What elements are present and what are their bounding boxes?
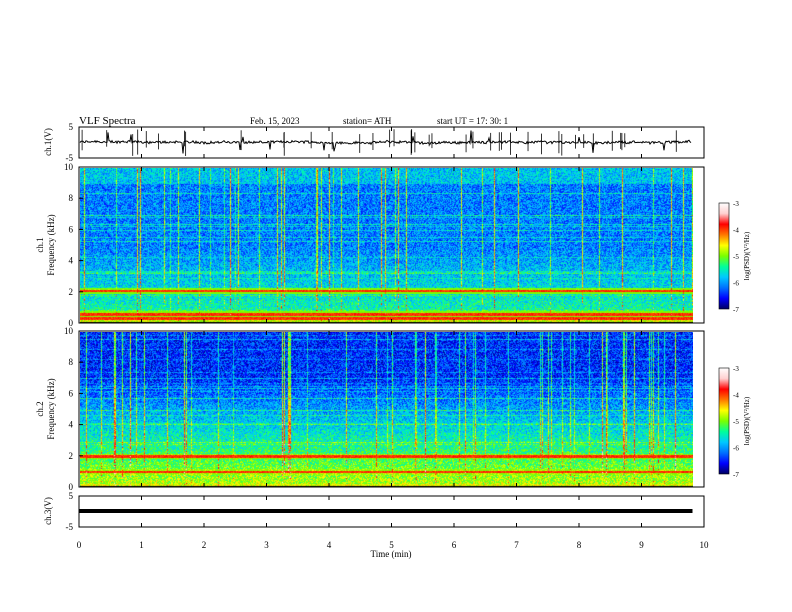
- y-tick-label: 4: [69, 256, 74, 266]
- y-tick-label: 8: [69, 193, 74, 203]
- ch3-waveform-panel: 5 -5 ch.3(V): [43, 491, 705, 532]
- y-tick-label: 6: [69, 388, 74, 398]
- y-tick-label: 6: [69, 224, 74, 234]
- colorbar-tick-label: -5: [733, 253, 739, 261]
- ch1-spectrogram-heatmap: [79, 167, 693, 323]
- ch2-channel-label: ch.2Frequency (kHz): [35, 378, 56, 439]
- colorbar-tick-label: -7: [733, 471, 739, 479]
- x-tick-label: 3: [264, 540, 269, 550]
- x-tick-label: 1: [139, 540, 144, 550]
- y-tick-label: 2: [69, 287, 74, 297]
- y-tick-label: 10: [64, 162, 74, 172]
- y-tick-label: 0: [69, 482, 74, 492]
- station-label: station= ATH: [343, 116, 392, 126]
- x-tick-label: 4: [327, 540, 332, 550]
- ch3-ytick-bottom: -5: [66, 522, 74, 532]
- y-tick-label: 4: [69, 420, 74, 430]
- colorbar-label: log(PSD)(V²/Hz): [743, 231, 751, 280]
- colorbar-tick-label: -4: [733, 392, 739, 400]
- x-tick-label: 9: [639, 540, 644, 550]
- ch2-colorbar: -3 -4 -5 -6 -7 log(PSD)(V²/Hz): [718, 365, 751, 479]
- ch3-ytick-top: 5: [69, 491, 74, 501]
- colorbar-tick-label: -3: [733, 200, 739, 208]
- x-tick-label: 7: [514, 540, 519, 550]
- colorbar-tick-label: -6: [733, 280, 739, 288]
- x-axis: 0 1 2 3 4 5 6 7 8 9 10: [77, 127, 709, 550]
- x-axis-label: Time (min): [371, 549, 412, 559]
- x-tick-label: 10: [700, 540, 710, 550]
- y-tick-label: 0: [69, 318, 74, 328]
- x-tick-label: 8: [577, 540, 582, 550]
- x-tick-label: 2: [202, 540, 207, 550]
- colorbar-tick-label: -5: [733, 418, 739, 426]
- colorbar-scale: [718, 202, 730, 310]
- x-tick-label: 5: [389, 540, 394, 550]
- ch3-waveform-ylabel: ch.3(V): [43, 497, 53, 525]
- date-label: Feb. 15, 2023: [250, 116, 300, 126]
- ch1-spectrogram-panel: 0 2 4 6 8 10 ch.1Frequency (kHz): [35, 162, 705, 328]
- colorbar-tick-label: -4: [733, 227, 739, 235]
- ch1-waveform-ylabel: ch.1(V): [43, 128, 53, 156]
- ch1-colorbar: -3 -4 -5 -6 -7 log(PSD)(V²/Hz): [718, 200, 751, 314]
- ch1-channel-label: ch.1Frequency (kHz): [35, 214, 56, 275]
- ch1-ytick-bottom: -5: [66, 153, 74, 163]
- y-tick-label: 2: [69, 451, 74, 461]
- x-tick-label: 6: [452, 540, 457, 550]
- ch1-ytick-top: 5: [69, 122, 74, 132]
- ch3-waveform-trace: [79, 509, 693, 513]
- ch2-spectrogram-heatmap: [79, 331, 693, 487]
- colorbar-tick-label: -7: [733, 306, 739, 314]
- ch1-waveform-panel: 5 -5 ch.1(V): [43, 122, 705, 163]
- colorbar-label: log(PSD)(V²/Hz): [743, 396, 751, 445]
- y-tick-label: 10: [64, 326, 74, 336]
- colorbar-tick-label: -6: [733, 445, 739, 453]
- x-tick-label: 0: [77, 540, 82, 550]
- colorbar-tick-label: -3: [733, 365, 739, 373]
- start-time-label: start UT = 17: 30: 1: [437, 116, 508, 126]
- colorbar-scale: [718, 367, 730, 475]
- y-tick-label: 8: [69, 357, 74, 367]
- ch2-spectrogram-panel: 0 2 4 6 8 10 ch.2Frequency (kHz): [35, 326, 705, 492]
- ch1-waveform-trace: [79, 130, 692, 154]
- figure-title: VLF Spectra: [79, 115, 136, 127]
